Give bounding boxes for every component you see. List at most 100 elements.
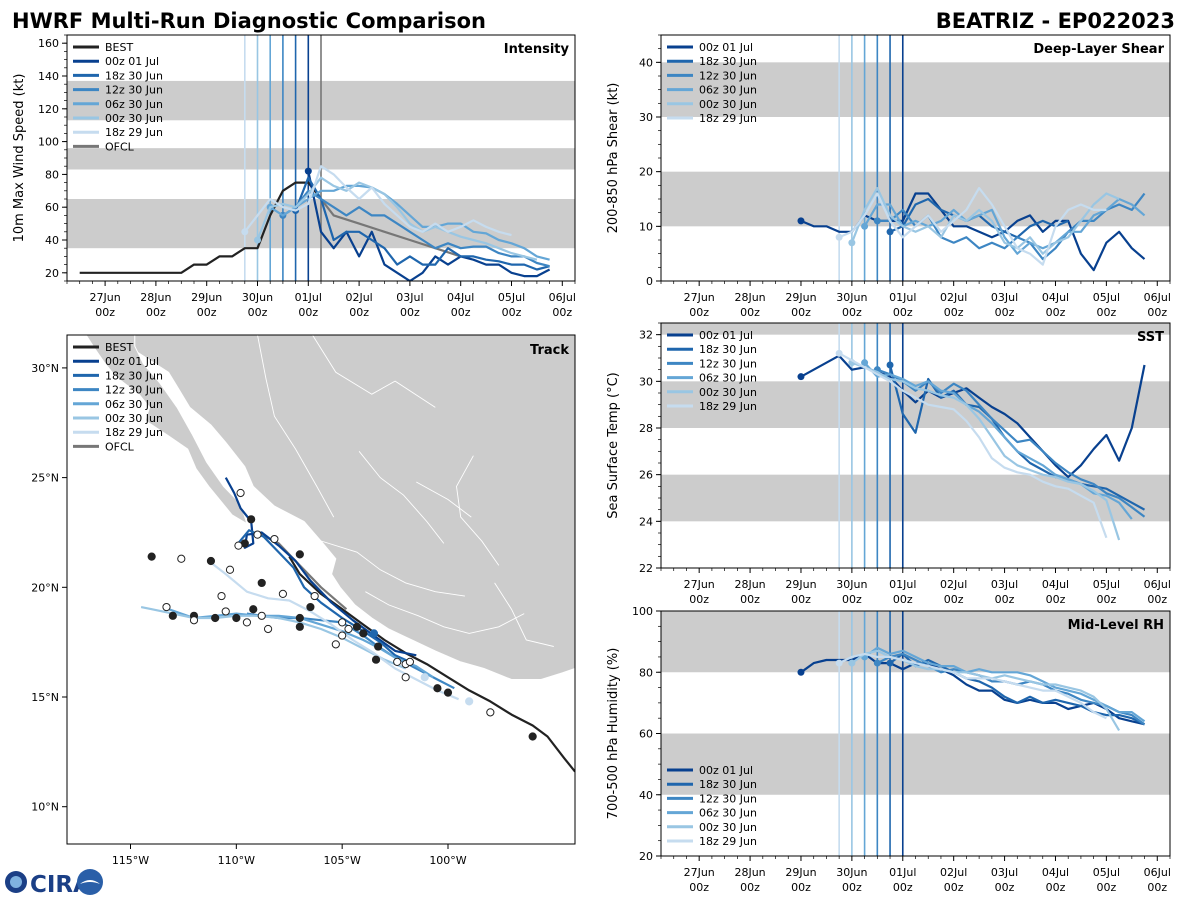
rh-series-18z-30-Jun: [889, 652, 1145, 726]
rh-xtick-label: 01Jul: [889, 866, 916, 879]
sst-band-0: [661, 474, 1170, 522]
intensity-ytick-label: 60: [45, 201, 59, 214]
track-frame: [66, 334, 576, 845]
track-position-marker: [359, 629, 368, 638]
sst-xtick-label-hour: 00z: [842, 593, 862, 606]
shear-xtick-label-hour: 00z: [1046, 306, 1066, 319]
sst-xtick-label-hour: 00z: [944, 593, 964, 606]
track-position-marker: [331, 640, 340, 649]
state-border-5: [456, 455, 500, 566]
intensity-xtick-label-hour: 00z: [400, 306, 420, 319]
rh-ytick-label: 100: [632, 605, 653, 618]
state-border-1: [312, 335, 436, 408]
shear-xtick-label-hour: 00z: [995, 306, 1015, 319]
shear-ylabel: 200-850 hPa Shear (kt): [606, 83, 621, 234]
rh-legend-label: 18z 30 Jun: [699, 778, 757, 791]
intensity-series-18z-30-Jun: [294, 176, 550, 271]
shear-xtick-label-hour: 00z: [893, 306, 913, 319]
rh-ylabel: 700-500 hPa Humidity (%): [606, 648, 621, 820]
track-position-marker: [168, 611, 177, 620]
track-position-marker: [263, 624, 273, 634]
track-lat-label: 30°N: [31, 362, 59, 375]
sst-xtick-label-hour: 00z: [689, 593, 709, 606]
intensity-xtick-label: 29Jun: [191, 291, 222, 304]
sst-ylabel: Sea Surface Temp (°C): [606, 372, 621, 519]
shear-xtick-label-hour: 00z: [740, 306, 760, 319]
track-legend-label: 00z 30 Jun: [105, 412, 163, 425]
intensity-xtick-label-hour: 00z: [552, 306, 572, 319]
shear-panel: 0 10 20 30 40 27Jun 00z 28Jun 00z 29Jun 00z 30Jun 00…: [606, 34, 1171, 319]
intensity-ytick-label: 40: [45, 234, 59, 247]
shear-band-1: [661, 62, 1170, 117]
intensity-panel-title: Intensity: [504, 42, 570, 57]
track-lat-label: 10°N: [31, 801, 59, 814]
track-position-marker: [278, 589, 287, 598]
shear-xtick-label-hour: 00z: [1147, 306, 1167, 319]
track-position-marker: [295, 613, 304, 623]
rh-xtick-label-hour: 00z: [995, 881, 1015, 894]
sst-legend-label: 06z 30 Jun: [699, 372, 757, 385]
track-position-marker: [225, 565, 235, 574]
sst-xtick-label-hour: 00z: [1096, 593, 1116, 606]
sst-init-point-00z-01-Jul: [797, 373, 805, 381]
shear-legend-label: 18z 29 Jun: [699, 112, 757, 125]
intensity-xtick-label-hour: 00z: [451, 306, 471, 319]
shear-xtick-label: 28Jun: [734, 291, 765, 304]
intensity-xtick-label: 03Jul: [396, 291, 423, 304]
intensity-legend-label: 18z 29 Jun: [105, 126, 163, 139]
sst-xtick-label-hour: 00z: [995, 593, 1015, 606]
rh-xtick-label: 27Jun: [684, 866, 715, 879]
track-position-marker: [371, 655, 381, 664]
rh-legend-label: 00z 01 Jul: [699, 764, 753, 777]
rh-xtick-label: 03Jul: [991, 866, 1018, 879]
state-border-2: [358, 451, 445, 544]
shear-series-18z-29-Jun: [838, 187, 1107, 266]
shear-legend-label: 12z 30 Jun: [699, 69, 757, 82]
track-legend-label: BEST: [105, 341, 133, 354]
storm-title: BEATRIZ - EP022023: [936, 9, 1175, 33]
shear-xtick-label-hour: 00z: [791, 306, 811, 319]
sst-xtick-label-hour: 00z: [1046, 593, 1066, 606]
intensity-init-point-00z-01-Jul: [304, 167, 312, 175]
track-legend-label: 18z 30 Jun: [105, 369, 163, 382]
track-position-marker: [232, 613, 241, 623]
track-position-marker: [352, 622, 362, 631]
shear-ytick-label: 0: [646, 275, 653, 288]
shear-xtick-label: 30Jun: [836, 291, 867, 304]
sst-xtick-label: 28Jun: [734, 578, 765, 591]
rh-series-00z-01-Jul: [800, 652, 1145, 726]
track-lon-label: 100°W: [429, 854, 466, 867]
shear-xtick-label: 03Jul: [991, 291, 1018, 304]
cira-logo-globe-inner: [10, 876, 22, 888]
intensity-ytick-label: 160: [38, 37, 59, 50]
intensity-xtick-label-hour: 00z: [502, 306, 522, 319]
sst-xtick-label: 04Jul: [1042, 578, 1069, 591]
intensity-xtick-label: 02Jul: [345, 291, 372, 304]
intensity-xtick-label: 27Jun: [90, 291, 121, 304]
shear-xtick-label-hour: 00z: [689, 306, 709, 319]
intensity-legend-label: 06z 30 Jun: [105, 98, 163, 111]
track-position-marker: [310, 591, 319, 601]
track-position-marker: [249, 605, 258, 614]
track-series-18z-29-Jun: [208, 560, 460, 701]
rh-init-point-00z-01-Jul: [797, 668, 805, 676]
shear-init-point-18z-29-Jun: [835, 233, 843, 241]
rh-legend-label: 06z 30 Jun: [699, 807, 757, 820]
shear-series-00z-30-Jun: [850, 187, 1120, 255]
rh-panel: 20 40 60 80 100 27Jun 00z 28Jun 00z 29Jun 00z 30Jun…: [606, 605, 1171, 894]
sst-xtick-label-hour: 00z: [893, 593, 913, 606]
shear-legend-label: 18z 30 Jun: [699, 55, 757, 68]
track-position-marker: [234, 541, 243, 550]
rh-ytick-label: 80: [639, 666, 653, 679]
rh-xtick-label: 29Jun: [785, 866, 816, 879]
intensity-xtick-label: 28Jun: [140, 291, 171, 304]
intensity-xtick-label-hour: 00z: [95, 306, 115, 319]
sst-band-2: [661, 323, 1170, 335]
intensity-ytick-label: 120: [38, 103, 59, 116]
sst-init-point-18z-29-Jun: [835, 349, 843, 357]
shear-plot-area: [661, 35, 1170, 281]
track-position-marker: [306, 602, 315, 612]
track-panel: 115°W 110°W 105°W 100°W 10°N 15°N 20°N 25°N 30°N…: [31, 334, 576, 867]
shear-xtick-label: 05Jul: [1093, 291, 1120, 304]
track-lon-label: 110°W: [218, 854, 255, 867]
